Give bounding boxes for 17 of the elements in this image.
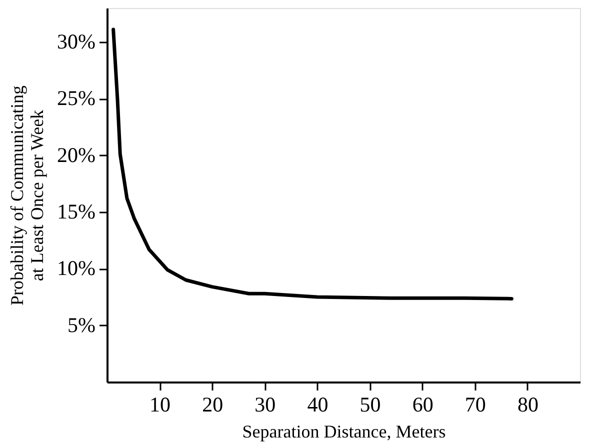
x-tick-label: 40 bbox=[307, 392, 328, 416]
y-tick-label: 15% bbox=[57, 200, 96, 224]
y-tick-label: 30% bbox=[57, 30, 96, 54]
x-tick-label: 10 bbox=[150, 392, 171, 416]
x-tick-label: 60 bbox=[412, 392, 434, 416]
y-tick-label: 5% bbox=[68, 312, 96, 337]
x-tick-label: 20 bbox=[202, 392, 224, 416]
line-series bbox=[112, 28, 514, 300]
y-axis-title: Probability of Communicating at Least Once per Week bbox=[7, 86, 48, 306]
y-tick-label: 20% bbox=[57, 142, 96, 167]
x-tick-label: 80 bbox=[517, 392, 538, 416]
y-tick-label: 10% bbox=[57, 256, 96, 280]
x-tick-label: 50 bbox=[360, 392, 381, 416]
y-tick-label: 25% bbox=[57, 86, 96, 110]
x-axis-title: Separation Distance, Meters bbox=[242, 422, 446, 442]
x-tick-label: 30 bbox=[254, 392, 276, 416]
x-tick-label: 70 bbox=[464, 392, 486, 416]
